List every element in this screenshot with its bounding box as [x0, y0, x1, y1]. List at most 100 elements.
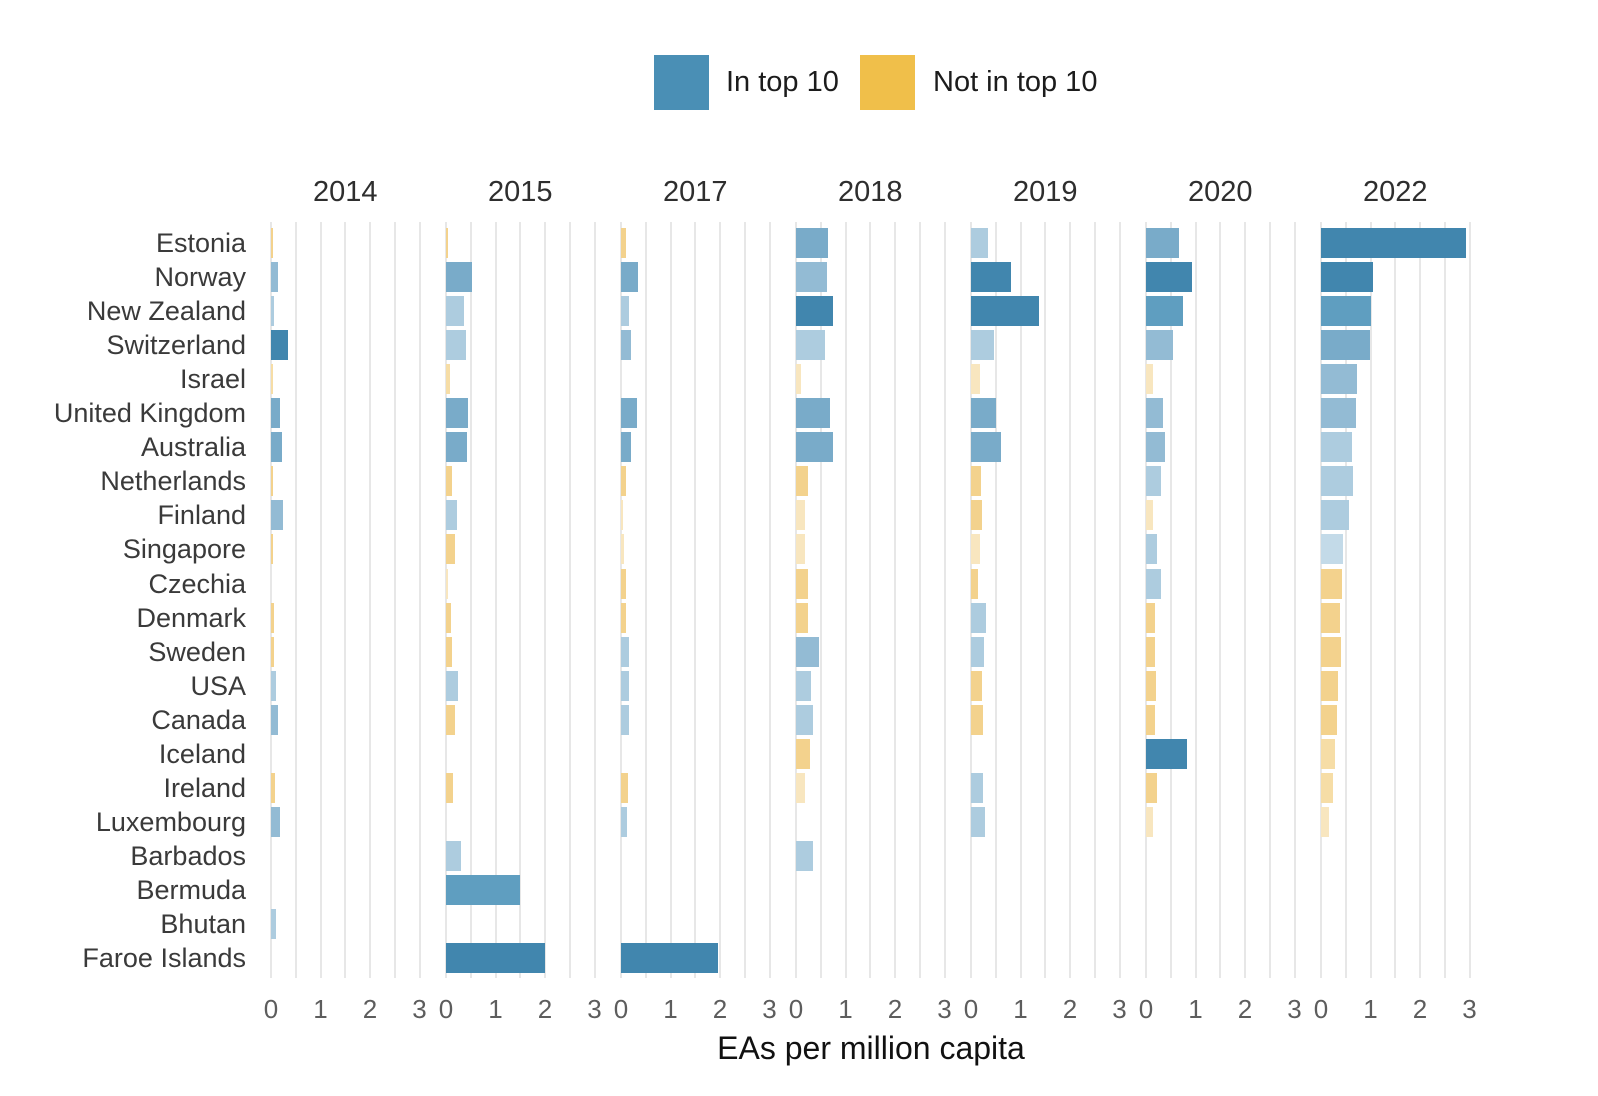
bar-usa-2018: [796, 670, 811, 701]
country-label-singapore: Singapore: [122, 534, 246, 565]
gridline: [1069, 222, 1071, 978]
bar-usa-2015: [446, 670, 458, 701]
bar-netherlands-2019: [971, 466, 982, 497]
country-label-czechia: Czechia: [148, 568, 246, 599]
gridline: [544, 222, 546, 978]
gridline: [1419, 222, 1421, 978]
bar-norway-2017: [621, 262, 638, 293]
gridline: [795, 222, 797, 978]
bar-switzerland-2020: [1146, 330, 1174, 361]
x-tick-2020-2: 2: [1237, 994, 1253, 1024]
gridline: [894, 222, 896, 978]
gridline: [294, 222, 297, 978]
bar-luxembourg-2022: [1321, 806, 1330, 837]
bar-australia-2020: [1146, 432, 1165, 463]
bar-iceland-2022: [1321, 738, 1335, 769]
bar-singapore-2022: [1321, 534, 1343, 565]
bar-denmark-2014: [271, 602, 275, 633]
gridline: [943, 222, 946, 978]
bar-sweden-2015: [446, 636, 453, 667]
x-tick-2018-1: 1: [838, 994, 853, 1024]
bar-netherlands-2015: [446, 466, 452, 497]
gridline: [1019, 222, 1022, 978]
gridline: [1219, 222, 1222, 978]
gridline: [445, 222, 447, 978]
bar-switzerland-2017: [621, 330, 631, 361]
bar-iceland-2018: [796, 738, 810, 769]
gridline: [1344, 222, 1347, 978]
bar-czechia-2018: [796, 568, 808, 599]
x-tick-2017-2: 2: [712, 994, 728, 1024]
bar-faroe-islands-2015: [446, 943, 545, 974]
bar-new-zealand-2018: [796, 296, 834, 327]
gridline: [669, 222, 672, 978]
bar-netherlands-2022: [1321, 466, 1353, 497]
bar-luxembourg-2019: [971, 806, 986, 837]
bar-canada-2019: [971, 704, 983, 735]
bar-usa-2020: [1146, 670, 1156, 701]
bar-barbados-2015: [446, 840, 461, 871]
bar-australia-2022: [1321, 432, 1352, 463]
bar-united-kingdom-2017: [621, 398, 638, 429]
gridline: [1118, 222, 1121, 978]
bar-norway-2018: [796, 262, 828, 293]
x-tick-2014-3: 3: [412, 994, 427, 1024]
bar-united-kingdom-2018: [796, 398, 830, 429]
bar-czechia-2015: [446, 568, 449, 599]
bar-united-kingdom-2015: [446, 398, 468, 429]
bar-finland-2018: [796, 500, 805, 531]
gridline: [644, 222, 647, 978]
bar-usa-2019: [971, 670, 982, 701]
country-label-united-kingdom: United Kingdom: [53, 398, 246, 429]
bar-norway-2015: [446, 262, 472, 293]
bar-new-zealand-2014: [271, 296, 275, 327]
x-tick-2018-2: 2: [887, 994, 903, 1024]
bar-netherlands-2017: [621, 466, 626, 497]
facet-year-label-2022: 2022: [1362, 176, 1428, 208]
bar-bhutan-2014: [271, 909, 277, 939]
bar-new-zealand-2020: [1146, 296, 1184, 327]
x-tick-2014-1: 1: [313, 994, 328, 1024]
bar-singapore-2018: [796, 534, 805, 565]
bar-canada-2018: [796, 704, 813, 735]
bar-australia-2014: [271, 432, 282, 463]
x-tick-2020-0: 0: [1138, 994, 1154, 1024]
country-label-denmark: Denmark: [136, 602, 246, 633]
bar-israel-2022: [1321, 364, 1357, 395]
bar-netherlands-2020: [1146, 466, 1161, 497]
x-tick-2022-3: 3: [1462, 994, 1477, 1024]
bar-finland-2022: [1321, 500, 1350, 531]
bar-denmark-2018: [796, 602, 808, 633]
country-label-israel: Israel: [179, 364, 246, 395]
bar-switzerland-2018: [796, 330, 825, 361]
bar-ireland-2022: [1321, 772, 1334, 803]
gridline: [344, 222, 347, 978]
bar-switzerland-2014: [271, 330, 289, 361]
country-label-finland: Finland: [157, 500, 246, 531]
bar-denmark-2015: [446, 602, 451, 633]
bar-estonia-2017: [621, 228, 626, 258]
bar-bermuda-2015: [446, 874, 520, 905]
x-tick-2019-0: 0: [963, 994, 979, 1024]
x-tick-2015-1: 1: [488, 994, 503, 1024]
facet-year-label-2017: 2017: [662, 176, 728, 208]
bar-ireland-2019: [971, 772, 983, 803]
bar-ireland-2017: [621, 772, 628, 803]
bar-denmark-2019: [971, 602, 987, 633]
bar-new-zealand-2017: [621, 296, 629, 327]
gridline: [844, 222, 847, 978]
x-tick-2017-1: 1: [663, 994, 678, 1024]
bar-ireland-2014: [271, 772, 275, 803]
bar-sweden-2018: [796, 636, 819, 667]
bar-australia-2019: [971, 432, 1001, 463]
gridline: [869, 222, 872, 978]
gridline: [694, 222, 697, 978]
x-tick-2022-2: 2: [1412, 994, 1428, 1024]
bar-barbados-2018: [796, 840, 813, 871]
x-tick-2018-3: 3: [937, 994, 952, 1024]
facet-year-label-2020: 2020: [1187, 176, 1253, 208]
x-tick-2019-2: 2: [1062, 994, 1078, 1024]
bar-estonia-2015: [446, 228, 449, 258]
gridline: [743, 222, 746, 978]
